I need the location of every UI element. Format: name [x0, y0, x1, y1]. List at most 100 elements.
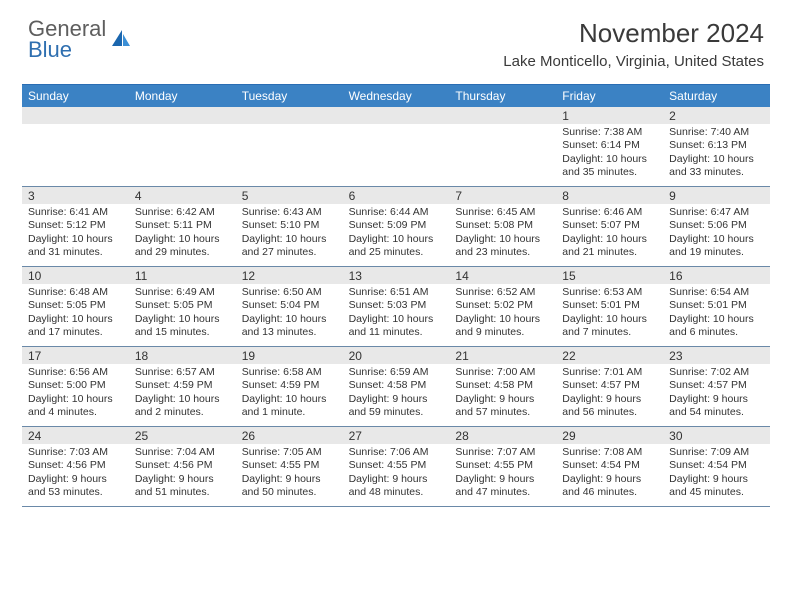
sunset-text: Sunset: 4:57 PM — [669, 379, 764, 392]
sunrise-text: Sunrise: 6:47 AM — [669, 206, 764, 219]
sunset-text: Sunset: 4:55 PM — [349, 459, 444, 472]
sunrise-text: Sunrise: 6:50 AM — [242, 286, 337, 299]
daylight-text: Daylight: 9 hours and 53 minutes. — [28, 473, 123, 500]
sunrise-text: Sunrise: 7:08 AM — [562, 446, 657, 459]
day-detail: Sunrise: 6:57 AMSunset: 4:59 PMDaylight:… — [129, 364, 236, 426]
sunset-text: Sunset: 5:03 PM — [349, 299, 444, 312]
day-number: 10 — [22, 267, 129, 284]
day-number: 28 — [449, 427, 556, 444]
daylight-text: Daylight: 9 hours and 54 minutes. — [669, 393, 764, 420]
sunrise-text: Sunrise: 6:52 AM — [455, 286, 550, 299]
sunrise-text: Sunrise: 7:01 AM — [562, 366, 657, 379]
day-header: Monday — [129, 85, 236, 107]
sunset-text: Sunset: 6:14 PM — [562, 139, 657, 152]
day-content-row: Sunrise: 7:03 AMSunset: 4:56 PMDaylight:… — [22, 444, 770, 506]
day-detail: Sunrise: 7:08 AMSunset: 4:54 PMDaylight:… — [556, 444, 663, 506]
day-number: 13 — [343, 267, 450, 284]
sunset-text: Sunset: 5:12 PM — [28, 219, 123, 232]
day-detail: Sunrise: 6:59 AMSunset: 4:58 PMDaylight:… — [343, 364, 450, 426]
day-number: 1 — [556, 107, 663, 124]
day-content-row: Sunrise: 6:56 AMSunset: 5:00 PMDaylight:… — [22, 364, 770, 426]
daylight-text: Daylight: 10 hours and 17 minutes. — [28, 313, 123, 340]
day-number: 12 — [236, 267, 343, 284]
day-number: 4 — [129, 187, 236, 204]
sunset-text: Sunset: 6:13 PM — [669, 139, 764, 152]
month-title: November 2024 — [503, 18, 764, 49]
day-detail: Sunrise: 7:02 AMSunset: 4:57 PMDaylight:… — [663, 364, 770, 426]
sunset-text: Sunset: 5:05 PM — [28, 299, 123, 312]
daylight-text: Daylight: 10 hours and 23 minutes. — [455, 233, 550, 260]
day-detail — [343, 124, 450, 186]
daylight-text: Daylight: 10 hours and 2 minutes. — [135, 393, 230, 420]
sunrise-text: Sunrise: 6:46 AM — [562, 206, 657, 219]
day-number-row: 10111213141516 — [22, 267, 770, 284]
sunset-text: Sunset: 5:07 PM — [562, 219, 657, 232]
sunrise-text: Sunrise: 6:51 AM — [349, 286, 444, 299]
daylight-text: Daylight: 9 hours and 47 minutes. — [455, 473, 550, 500]
sunrise-text: Sunrise: 6:58 AM — [242, 366, 337, 379]
day-content-row: Sunrise: 6:41 AMSunset: 5:12 PMDaylight:… — [22, 204, 770, 266]
sunset-text: Sunset: 5:05 PM — [135, 299, 230, 312]
week-row: 17181920212223Sunrise: 6:56 AMSunset: 5:… — [22, 347, 770, 427]
day-content-row: Sunrise: 7:38 AMSunset: 6:14 PMDaylight:… — [22, 124, 770, 186]
day-detail: Sunrise: 7:01 AMSunset: 4:57 PMDaylight:… — [556, 364, 663, 426]
day-number-row: 17181920212223 — [22, 347, 770, 364]
daylight-text: Daylight: 10 hours and 4 minutes. — [28, 393, 123, 420]
day-number: 21 — [449, 347, 556, 364]
day-detail: Sunrise: 7:06 AMSunset: 4:55 PMDaylight:… — [343, 444, 450, 506]
sunrise-text: Sunrise: 6:44 AM — [349, 206, 444, 219]
title-block: November 2024 Lake Monticello, Virginia,… — [503, 18, 764, 70]
sunset-text: Sunset: 5:11 PM — [135, 219, 230, 232]
daylight-text: Daylight: 10 hours and 7 minutes. — [562, 313, 657, 340]
daylight-text: Daylight: 10 hours and 29 minutes. — [135, 233, 230, 260]
logo: General Blue — [28, 18, 132, 61]
day-detail: Sunrise: 7:04 AMSunset: 4:56 PMDaylight:… — [129, 444, 236, 506]
day-header: Saturday — [663, 85, 770, 107]
week-row: 12Sunrise: 7:38 AMSunset: 6:14 PMDayligh… — [22, 107, 770, 187]
daylight-text: Daylight: 9 hours and 57 minutes. — [455, 393, 550, 420]
day-detail: Sunrise: 7:40 AMSunset: 6:13 PMDaylight:… — [663, 124, 770, 186]
day-number: 9 — [663, 187, 770, 204]
sunrise-text: Sunrise: 6:45 AM — [455, 206, 550, 219]
day-number: 27 — [343, 427, 450, 444]
sunrise-text: Sunrise: 6:59 AM — [349, 366, 444, 379]
day-detail — [129, 124, 236, 186]
day-detail — [22, 124, 129, 186]
sunset-text: Sunset: 5:00 PM — [28, 379, 123, 392]
day-detail: Sunrise: 6:48 AMSunset: 5:05 PMDaylight:… — [22, 284, 129, 346]
daylight-text: Daylight: 10 hours and 33 minutes. — [669, 153, 764, 180]
sunset-text: Sunset: 4:58 PM — [455, 379, 550, 392]
sunrise-text: Sunrise: 7:09 AM — [669, 446, 764, 459]
sunset-text: Sunset: 5:10 PM — [242, 219, 337, 232]
sunrise-text: Sunrise: 7:40 AM — [669, 126, 764, 139]
day-detail: Sunrise: 6:42 AMSunset: 5:11 PMDaylight:… — [129, 204, 236, 266]
day-number: 29 — [556, 427, 663, 444]
sunset-text: Sunset: 5:09 PM — [349, 219, 444, 232]
sunset-text: Sunset: 5:08 PM — [455, 219, 550, 232]
sunrise-text: Sunrise: 7:05 AM — [242, 446, 337, 459]
sunrise-text: Sunrise: 6:41 AM — [28, 206, 123, 219]
day-number — [343, 107, 450, 124]
sunset-text: Sunset: 5:01 PM — [669, 299, 764, 312]
day-detail: Sunrise: 6:49 AMSunset: 5:05 PMDaylight:… — [129, 284, 236, 346]
daylight-text: Daylight: 9 hours and 48 minutes. — [349, 473, 444, 500]
day-number: 14 — [449, 267, 556, 284]
sunrise-text: Sunrise: 6:54 AM — [669, 286, 764, 299]
daylight-text: Daylight: 10 hours and 31 minutes. — [28, 233, 123, 260]
day-detail: Sunrise: 6:54 AMSunset: 5:01 PMDaylight:… — [663, 284, 770, 346]
day-header: Friday — [556, 85, 663, 107]
day-number — [449, 107, 556, 124]
page-header: General Blue November 2024 Lake Monticel… — [0, 0, 792, 76]
day-detail: Sunrise: 6:46 AMSunset: 5:07 PMDaylight:… — [556, 204, 663, 266]
sunset-text: Sunset: 5:06 PM — [669, 219, 764, 232]
day-detail: Sunrise: 7:38 AMSunset: 6:14 PMDaylight:… — [556, 124, 663, 186]
daylight-text: Daylight: 10 hours and 35 minutes. — [562, 153, 657, 180]
sunrise-text: Sunrise: 6:43 AM — [242, 206, 337, 219]
daylight-text: Daylight: 9 hours and 50 minutes. — [242, 473, 337, 500]
sunrise-text: Sunrise: 6:48 AM — [28, 286, 123, 299]
daylight-text: Daylight: 9 hours and 56 minutes. — [562, 393, 657, 420]
day-detail — [236, 124, 343, 186]
sunset-text: Sunset: 5:04 PM — [242, 299, 337, 312]
day-number: 16 — [663, 267, 770, 284]
day-detail: Sunrise: 6:58 AMSunset: 4:59 PMDaylight:… — [236, 364, 343, 426]
